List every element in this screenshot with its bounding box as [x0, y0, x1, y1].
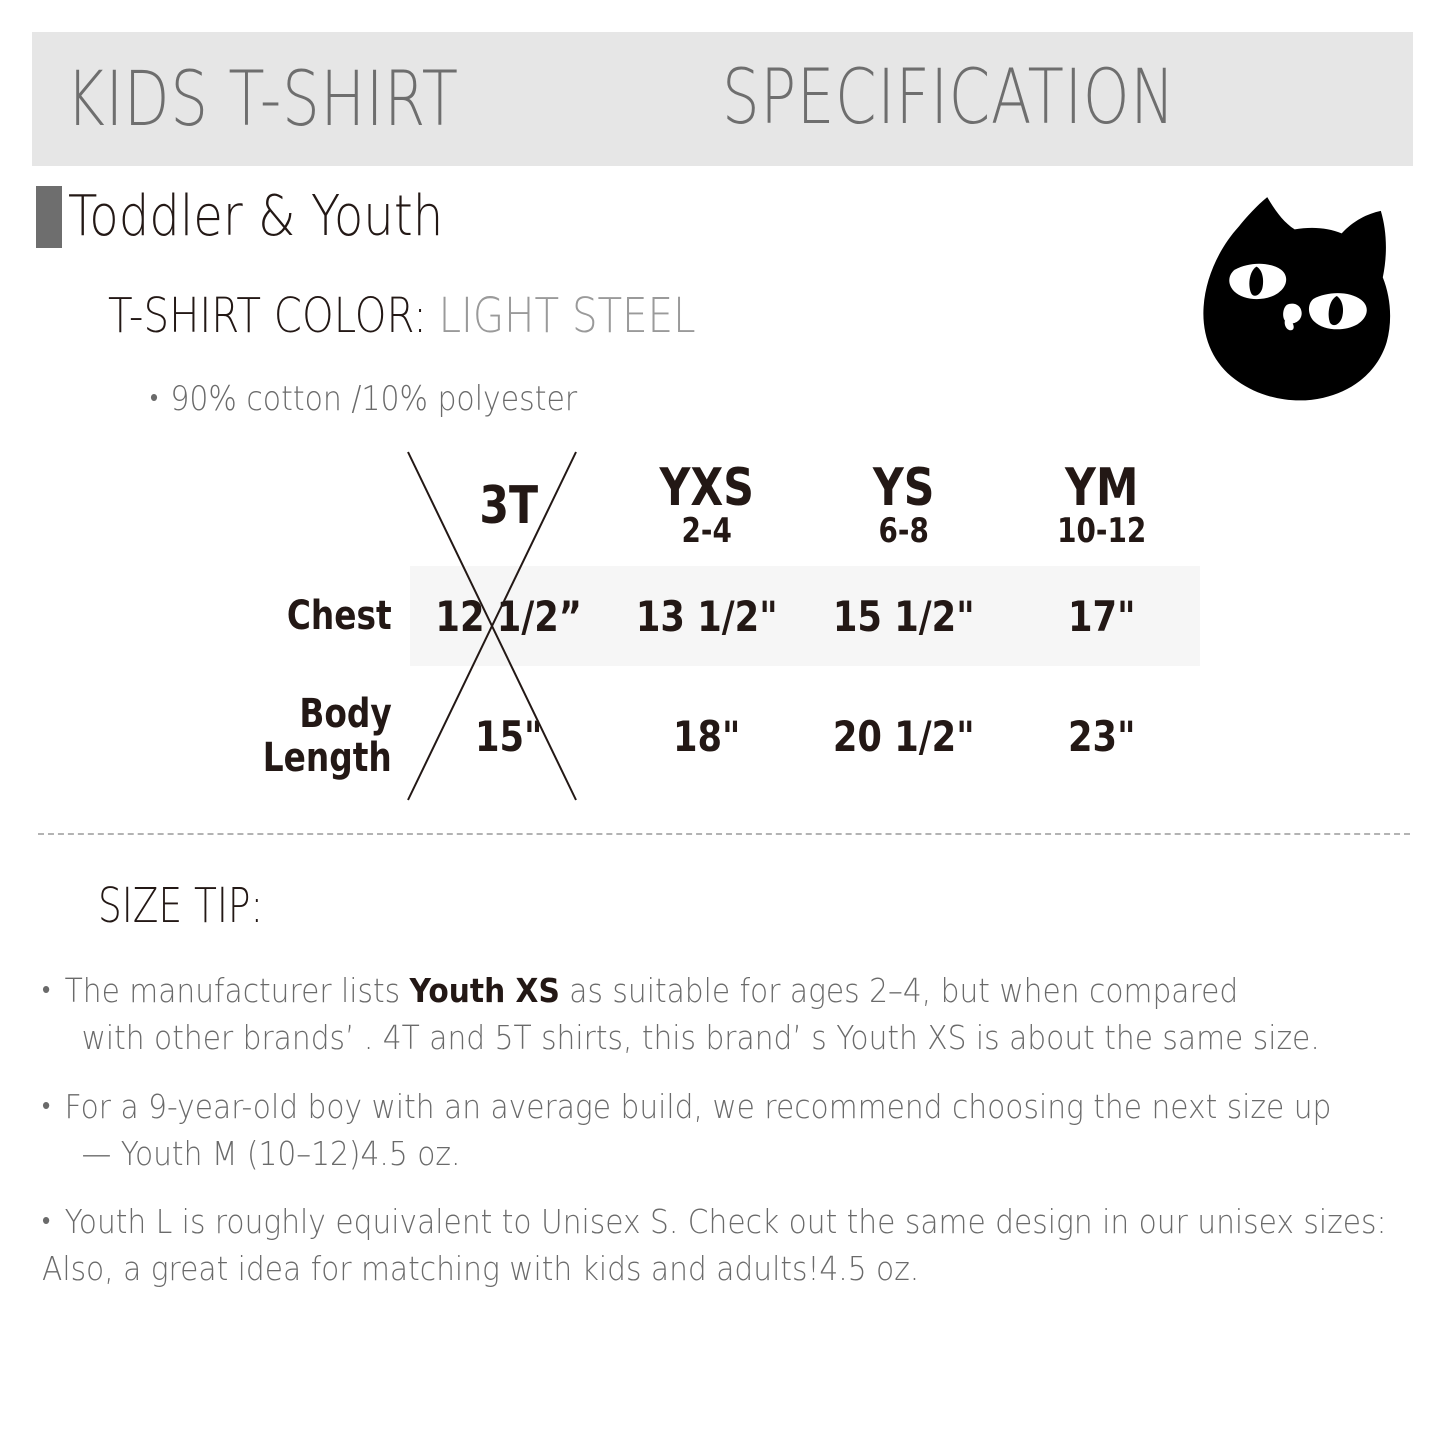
section-divider — [38, 833, 1410, 835]
cell-value: 15 1/2" — [832, 591, 975, 641]
row-label-line1: Body — [299, 691, 392, 737]
bullet-icon: • — [150, 383, 159, 413]
cell-value: 13 1/2" — [635, 591, 778, 641]
fabric-composition: • 90% cotton /10% polyester — [150, 382, 577, 416]
header-corner-cell — [240, 448, 410, 566]
table-row-body-length: Body Length 15" 18" 20 1/2" 23" — [240, 666, 1200, 806]
row-label-text: Chest — [286, 593, 392, 639]
size-chart-table: 3T YXS 2-4 YS 6-8 YM 10-12 Chest — [240, 448, 1200, 806]
cell-chest-ys: 15 1/2" — [805, 566, 1003, 666]
tip-text-a: The manufacturer lists — [64, 971, 410, 1010]
tip-text-line2: with other brands’ . 4T and 5T shirts, t… — [81, 1017, 1320, 1057]
size-label: YM — [1064, 458, 1138, 519]
header-cell-yxs: YXS 2-4 — [608, 448, 805, 566]
cell-length-3t: 15" — [410, 666, 607, 806]
cell-value: 12 1/2” — [435, 591, 583, 641]
row-label-chest: Chest — [240, 566, 410, 666]
size-tip-heading: SIZE TIP: — [98, 878, 264, 934]
header-cell-ym: YM 10-12 — [1003, 448, 1200, 566]
tip-text-line1: For a 9-year-old boy with an average bui… — [64, 1086, 1332, 1126]
row-label-body-length: Body Length — [240, 666, 410, 806]
cell-value: 15" — [475, 711, 543, 761]
table-header-row: 3T YXS 2-4 YS 6-8 YM 10-12 — [240, 448, 1200, 566]
cell-length-ym: 23" — [1003, 666, 1200, 806]
bullet-icon: • — [42, 1090, 51, 1121]
size-label: YS — [873, 458, 935, 519]
cell-chest-3t: 12 1/2” — [410, 566, 608, 666]
size-table: 3T YXS 2-4 YS 6-8 YM 10-12 Chest — [240, 448, 1200, 808]
subtitle-label: Toddler & Youth — [68, 184, 444, 249]
size-tip-list: • The manufacturer lists Youth XS as suit… — [42, 968, 1422, 1293]
header-cell-3t: 3T — [410, 448, 607, 566]
tip-text-b: as suitable for ages 2–4, but when compa… — [559, 971, 1239, 1010]
cell-chest-yxs: 13 1/2" — [607, 566, 806, 666]
age-label: 6-8 — [878, 510, 930, 551]
accent-bar — [36, 186, 62, 248]
tip-text-line1: Youth L is roughly equivalent to Unisex … — [64, 1202, 1387, 1242]
tip-text-strong: Youth XS — [409, 971, 560, 1010]
cell-value: 17" — [1067, 591, 1136, 641]
cell-chest-ym: 17" — [1002, 566, 1200, 666]
size-tip-item-1: • The manufacturer lists Youth XS as suit… — [42, 968, 1320, 1062]
header-cell-ys: YS 6-8 — [805, 448, 1002, 566]
cell-length-ys: 20 1/2" — [805, 666, 1002, 806]
bullet-icon: • — [42, 1206, 51, 1237]
size-label: YXS — [659, 458, 754, 519]
size-label: 3T — [479, 476, 539, 537]
tip-text-line2: — Youth M (10–12)4.5 oz. — [81, 1133, 461, 1173]
tip-text-line2: Also, a great idea for matching with kid… — [42, 1249, 920, 1289]
row-label-line2: Length — [262, 735, 392, 781]
age-label: 2-4 — [681, 510, 732, 551]
tshirt-color-value: LIGHT STEEL — [438, 288, 696, 344]
size-tip-item-3: • Youth L is roughly equivalent to Unisex… — [42, 1199, 1386, 1293]
cell-value: 18" — [672, 711, 741, 761]
header-band: KIDS T-SHIRT SPECIFICATION — [32, 32, 1413, 166]
subtitle-row: Toddler & Youth — [36, 186, 504, 248]
cell-length-yxs: 18" — [608, 666, 805, 806]
cell-value: 20 1/2" — [832, 711, 975, 761]
page-title-left: KIDS T-SHIRT — [66, 54, 459, 143]
page-title-right: SPECIFICATION — [722, 52, 1176, 141]
bullet-icon: • — [42, 975, 51, 1005]
cat-head-logo — [1185, 182, 1420, 410]
size-tip-item-2: • For a 9-year-old boy with an average bu… — [42, 1084, 1331, 1178]
tshirt-color-label: T-SHIRT COLOR: — [108, 288, 427, 344]
age-label: 10-12 — [1056, 510, 1146, 551]
fabric-text: 90% cotton /10% polyester — [170, 379, 578, 419]
table-row-chest: Chest 12 1/2” 13 1/2" 15 1/2" 17" — [240, 566, 1200, 666]
tshirt-color-line: T-SHIRT COLOR: LIGHT STEEL — [108, 292, 696, 340]
cell-value: 23" — [1067, 711, 1136, 761]
